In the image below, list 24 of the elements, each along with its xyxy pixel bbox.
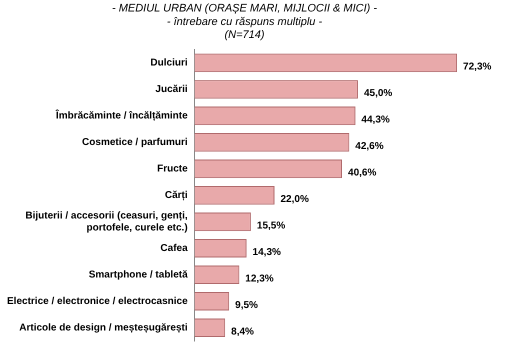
y-tick-label: Electrice / electronice / electrocasnice (7, 296, 188, 308)
y-tick-label: Smartphone / tabletă (88, 270, 188, 281)
y-tick-label: Cărți (164, 190, 188, 202)
data-label: 22,0% (280, 194, 309, 206)
data-label: 9,5% (235, 300, 258, 312)
data-label: 15,5% (256, 220, 286, 232)
data-label: 12,3% (245, 274, 274, 285)
y-tick-label: Dulciuri (150, 58, 188, 69)
data-label: 42,6% (355, 141, 384, 152)
data-label: 45,0% (364, 88, 392, 100)
data-label: 44,3% (361, 114, 390, 126)
y-tick-label: Bijuterii / accesorii (ceasuri, genți, portofele, curele etc.) (25, 210, 188, 234)
data-label: 40,6% (348, 168, 376, 179)
y-tick-label: Jucării (155, 84, 188, 96)
data-label: 14,3% (252, 247, 282, 258)
y-tick-label: Fructe (157, 164, 188, 175)
y-tick-label: Articole de design / meșteșugărești (19, 322, 188, 334)
data-label: 72,3% (463, 62, 492, 73)
y-tick-label: Îmbrăcăminte / încălțăminte (54, 110, 188, 122)
y-tick-label: Cafea (160, 243, 188, 254)
y-tick-label: Cosmetice / parfumuri (82, 137, 188, 148)
chart-subtitle: - întrebare cu răspuns multiplu - (N=714) (166, 16, 322, 42)
chart-title: - MEDIUL URBAN (ORAȘE MARI, MIJLOCII & MICI) - (112, 2, 378, 15)
data-label: 8,4% (231, 326, 254, 338)
